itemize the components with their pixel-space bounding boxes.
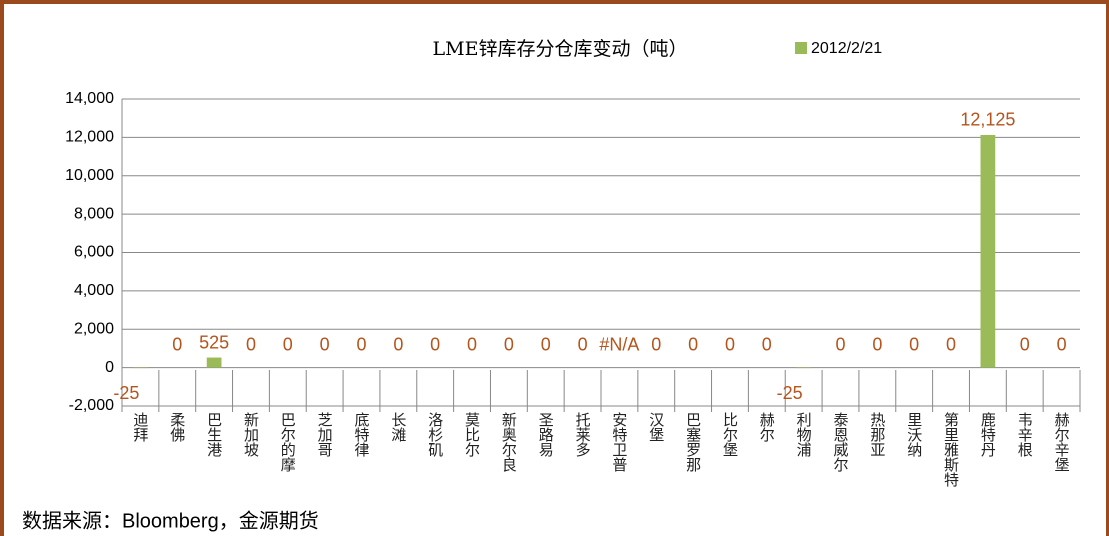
data-label: 0 bbox=[1057, 334, 1067, 354]
x-tick-label: 比尔堡 bbox=[721, 412, 739, 457]
data-label: 12,125 bbox=[960, 110, 1015, 130]
y-tick-label: 2,000 bbox=[74, 320, 114, 337]
x-tick-label: 迪拜 bbox=[131, 412, 149, 443]
x-tick-label: 韦辛根 bbox=[1016, 412, 1034, 457]
y-tick-label: 10,000 bbox=[65, 167, 114, 184]
x-tick-label: 汉堡 bbox=[647, 412, 665, 442]
data-label: 0 bbox=[430, 334, 440, 354]
data-label: 0 bbox=[541, 334, 551, 354]
x-tick-label: 鹿特丹 bbox=[979, 412, 997, 458]
data-label: -25 bbox=[777, 383, 803, 403]
data-label: 525 bbox=[199, 332, 229, 352]
x-tick-label: 洛杉矶 bbox=[426, 412, 444, 458]
data-label: 0 bbox=[909, 334, 919, 354]
data-label: #N/A bbox=[599, 334, 639, 354]
data-label: 0 bbox=[467, 334, 477, 354]
x-tick-label: 安特卫普 bbox=[610, 412, 628, 472]
source-note: 数据来源：Bloomberg，金源期货 bbox=[22, 509, 319, 532]
bar bbox=[980, 134, 996, 368]
data-label: 0 bbox=[246, 334, 256, 354]
y-tick-label: 14,000 bbox=[65, 90, 114, 107]
x-tick-label: 第里雅斯特 bbox=[942, 411, 960, 487]
data-label: 0 bbox=[872, 334, 882, 354]
data-label: 0 bbox=[283, 334, 293, 354]
x-tick-label: 柔佛 bbox=[168, 412, 186, 442]
x-tick-label: 巴塞罗那 bbox=[684, 412, 702, 473]
x-tick-label: 赫尔 bbox=[758, 412, 776, 442]
x-tick-label: 托莱多 bbox=[574, 412, 592, 457]
x-tick-label: 芝加哥 bbox=[316, 412, 334, 457]
y-tick-label: -2,000 bbox=[69, 397, 114, 414]
y-tick-label: 6,000 bbox=[74, 244, 114, 261]
data-label: 0 bbox=[172, 334, 182, 354]
x-tick-label: 里沃纳 bbox=[905, 412, 923, 458]
x-tick-label: 新奥尔良 bbox=[500, 412, 518, 472]
data-label: 0 bbox=[835, 334, 845, 354]
data-label: 0 bbox=[356, 334, 366, 354]
data-label: 0 bbox=[688, 334, 698, 354]
x-tick-label: 利物浦 bbox=[795, 412, 813, 458]
y-tick-label: 12,000 bbox=[65, 129, 114, 146]
data-label: -25 bbox=[113, 383, 139, 403]
x-tick-label: 新加坡 bbox=[242, 412, 260, 457]
data-label: 0 bbox=[393, 334, 403, 354]
x-tick-label: 圣路易 bbox=[537, 412, 555, 457]
legend-swatch bbox=[795, 42, 807, 54]
data-label: 0 bbox=[946, 334, 956, 354]
bar bbox=[206, 357, 222, 368]
y-tick-label: 4,000 bbox=[74, 282, 114, 299]
data-label: 0 bbox=[651, 334, 661, 354]
data-label: 0 bbox=[320, 334, 330, 354]
legend-label: 2012/2/21 bbox=[811, 40, 882, 57]
x-tick-label: 莫比尔 bbox=[463, 412, 481, 457]
data-label: 0 bbox=[1020, 334, 1030, 354]
y-tick-label: 8,000 bbox=[74, 205, 114, 222]
x-tick-label: 巴生港 bbox=[205, 412, 223, 457]
y-tick-label: 0 bbox=[105, 359, 114, 376]
x-tick-label: 热那亚 bbox=[868, 412, 886, 457]
x-tick-label: 底特律 bbox=[353, 412, 371, 457]
data-label: 0 bbox=[578, 334, 588, 354]
data-label: 0 bbox=[762, 334, 772, 354]
x-tick-label: 赫尔辛堡 bbox=[1053, 412, 1071, 472]
data-label: 0 bbox=[504, 334, 514, 354]
x-tick-label: 泰恩威尔 bbox=[832, 412, 850, 472]
x-tick-label: 巴尔的摩 bbox=[279, 412, 297, 472]
data-label: 0 bbox=[725, 334, 735, 354]
chart-title: LME锌库存分仓库变动（吨） bbox=[433, 38, 688, 60]
x-tick-label: 长滩 bbox=[389, 412, 407, 442]
